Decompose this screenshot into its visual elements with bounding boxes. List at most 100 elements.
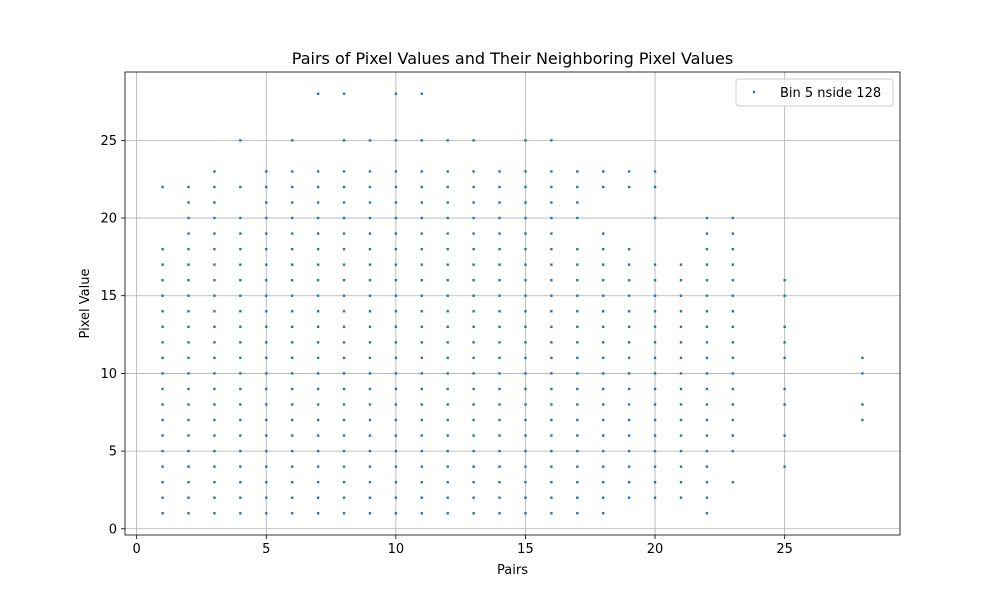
data-point	[290, 232, 294, 235]
data-point	[187, 201, 190, 204]
data-point	[290, 465, 294, 468]
data-point	[446, 310, 449, 313]
data-point	[627, 387, 631, 391]
data-point	[627, 403, 631, 406]
data-point	[239, 512, 242, 515]
data-point	[472, 512, 475, 515]
data-point	[705, 434, 709, 437]
data-point	[161, 263, 164, 266]
data-point	[627, 449, 631, 453]
data-point	[265, 310, 268, 313]
data-point	[394, 310, 398, 313]
data-point	[161, 434, 164, 437]
data-point	[316, 232, 320, 235]
data-point	[731, 449, 735, 453]
data-point	[602, 403, 605, 406]
data-point	[524, 403, 527, 406]
data-point	[187, 465, 190, 468]
data-point	[342, 185, 346, 189]
data-point	[368, 418, 372, 422]
data-point	[290, 356, 294, 360]
data-point	[731, 403, 735, 406]
data-point	[524, 170, 527, 173]
data-point	[524, 216, 527, 220]
data-point	[446, 372, 449, 375]
data-point	[290, 387, 294, 391]
data-point	[368, 263, 372, 266]
data-point	[316, 496, 320, 499]
data-point	[550, 372, 553, 375]
data-point	[576, 294, 579, 297]
data-point	[861, 356, 864, 360]
data-point	[290, 434, 294, 437]
data-point	[576, 341, 579, 344]
data-point	[705, 341, 709, 344]
data-point	[576, 496, 579, 499]
data-point	[627, 325, 631, 329]
data-point	[290, 170, 294, 173]
data-point	[446, 170, 449, 173]
data-point	[161, 403, 164, 406]
data-point	[316, 465, 320, 468]
data-point	[576, 278, 579, 282]
data-point	[394, 247, 398, 251]
data-point	[498, 201, 501, 204]
data-point	[653, 418, 657, 422]
data-point	[498, 449, 501, 453]
data-point	[161, 372, 164, 375]
data-point	[290, 294, 294, 297]
data-point	[265, 480, 268, 484]
data-point	[187, 216, 190, 220]
data-point	[213, 216, 216, 220]
data-point	[524, 465, 527, 468]
data-point	[342, 294, 346, 297]
data-point	[265, 496, 268, 499]
data-point	[472, 216, 475, 220]
data-point	[679, 434, 683, 437]
data-point	[368, 387, 372, 391]
data-point	[861, 403, 864, 406]
data-point	[498, 465, 501, 468]
data-point	[342, 247, 346, 251]
data-point	[783, 387, 786, 391]
data-point	[679, 480, 683, 484]
data-point	[731, 480, 735, 484]
data-point	[602, 480, 605, 484]
data-point	[576, 418, 579, 422]
data-point	[265, 418, 268, 422]
data-point	[731, 310, 735, 313]
data-point	[187, 403, 190, 406]
data-point	[498, 216, 501, 220]
data-point	[368, 216, 372, 220]
data-point	[316, 512, 320, 515]
data-point	[368, 480, 372, 484]
data-point	[472, 496, 475, 499]
data-point	[576, 434, 579, 437]
data-point	[394, 216, 398, 220]
data-point	[731, 387, 735, 391]
data-point	[342, 512, 346, 515]
data-point	[187, 480, 190, 484]
data-point	[290, 278, 294, 282]
data-point	[239, 465, 242, 468]
data-point	[368, 310, 372, 313]
data-point	[783, 403, 786, 406]
data-point	[705, 247, 709, 251]
data-point	[550, 356, 553, 360]
data-point	[627, 465, 631, 468]
data-point	[368, 278, 372, 282]
data-point	[420, 341, 423, 344]
data-point	[239, 449, 242, 453]
data-point	[524, 294, 527, 297]
data-point	[394, 434, 398, 437]
data-point	[316, 170, 320, 173]
data-point	[498, 387, 501, 391]
data-point	[161, 418, 164, 422]
data-point	[524, 434, 527, 437]
data-point	[705, 418, 709, 422]
data-point	[161, 480, 164, 484]
data-point	[602, 387, 605, 391]
data-point	[602, 263, 605, 266]
data-point	[290, 496, 294, 499]
data-point	[705, 232, 709, 235]
